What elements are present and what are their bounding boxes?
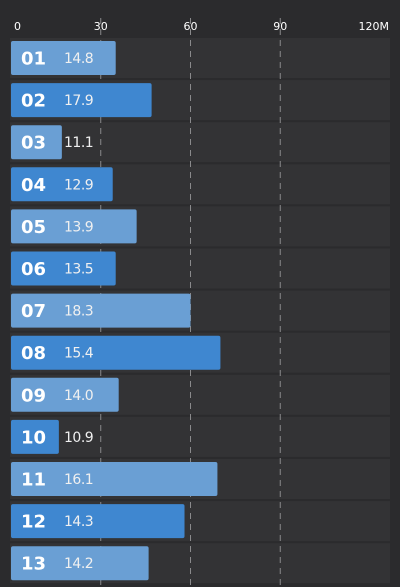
value-label-11: 16.1 <box>64 472 93 488</box>
bar-03 <box>11 125 62 160</box>
value-label-03: 11.1 <box>64 135 93 151</box>
category-label-06: 06 <box>21 259 46 280</box>
bar-08 <box>11 335 221 370</box>
row-background-10 <box>10 416 390 457</box>
bar-07 <box>11 293 191 328</box>
category-label-09: 09 <box>21 385 46 406</box>
category-label-12: 12 <box>21 512 46 533</box>
category-label-10: 10 <box>21 427 46 448</box>
bars <box>11 41 221 581</box>
category-label-01: 01 <box>21 49 46 70</box>
category-label-08: 08 <box>21 343 46 364</box>
value-label-09: 14.0 <box>64 388 93 404</box>
x-tick-label-60: 60 <box>184 20 198 33</box>
value-label-13: 14.2 <box>64 556 93 572</box>
value-label-04: 12.9 <box>64 177 93 193</box>
value-label-02: 17.9 <box>64 93 93 109</box>
x-tick-label-30: 30 <box>94 20 108 33</box>
value-label-05: 13.9 <box>64 219 93 235</box>
bar-10 <box>11 419 59 454</box>
value-label-07: 18.3 <box>64 304 93 320</box>
bar-09 <box>11 377 119 412</box>
bar-01 <box>11 41 116 75</box>
x-tick-label-90: 90 <box>273 20 287 33</box>
value-label-10: 10.9 <box>64 430 93 446</box>
bar-11 <box>11 462 218 496</box>
value-label-01: 14.8 <box>64 51 93 67</box>
category-label-13: 13 <box>21 554 46 575</box>
bar-05 <box>11 209 137 244</box>
category-label-07: 07 <box>21 301 46 322</box>
bar-02 <box>11 83 152 118</box>
bar-06 <box>11 251 116 286</box>
x-tick-label-120: 120M <box>359 20 390 33</box>
row-background-03 <box>10 122 390 163</box>
category-label-11: 11 <box>21 470 46 491</box>
value-label-12: 14.3 <box>64 514 93 530</box>
x-tick-label-0: 0 <box>14 20 21 33</box>
bar-12 <box>11 504 185 539</box>
category-label-04: 04 <box>21 175 46 196</box>
value-label-08: 15.4 <box>64 346 94 362</box>
category-label-05: 05 <box>21 217 46 238</box>
x-axis-ticks: 0 30 60 90 120M <box>14 20 389 33</box>
bar-04 <box>11 167 113 202</box>
bar-13 <box>11 546 149 581</box>
category-label-03: 03 <box>21 133 46 154</box>
bar-labels: 01 14.8 02 17.9 03 11.1 04 12.9 05 13.9 06 13.5 07 18… <box>21 49 94 575</box>
value-label-06: 13.5 <box>64 262 93 278</box>
category-label-02: 02 <box>21 91 46 112</box>
